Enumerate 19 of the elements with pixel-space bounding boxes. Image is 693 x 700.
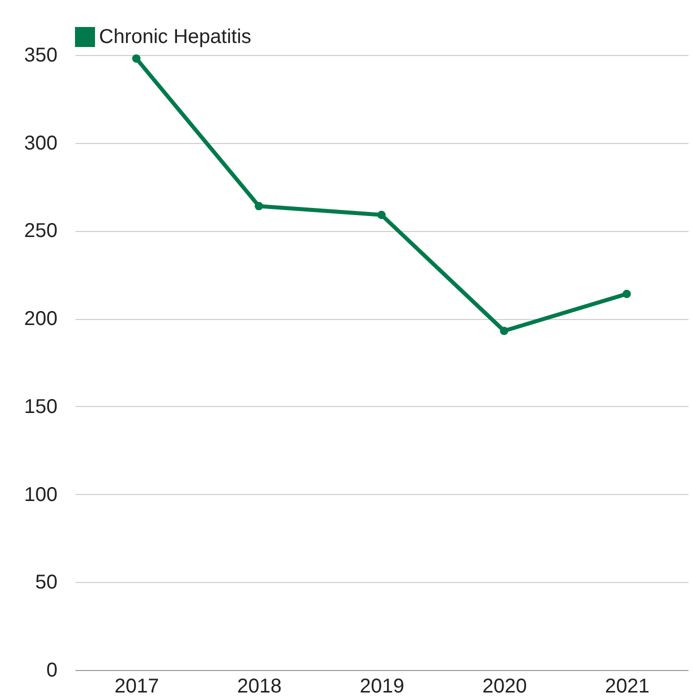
y-tick-label: 0 xyxy=(46,660,58,682)
y-tick-label: 350 xyxy=(24,44,58,66)
y-tick-label: 100 xyxy=(24,484,58,506)
y-tick-label: 50 xyxy=(35,572,58,594)
legend-label: Chronic Hepatitis xyxy=(99,26,252,48)
point xyxy=(254,202,264,210)
point xyxy=(500,326,508,336)
y-tick-label: 300 xyxy=(24,132,58,154)
x-tick-label: 2017 xyxy=(114,676,160,698)
y-tick-label: 200 xyxy=(24,308,58,330)
x-tick-label: 2021 xyxy=(604,676,650,698)
x-tick-label: 2020 xyxy=(482,676,527,698)
point xyxy=(132,54,140,63)
point xyxy=(622,290,631,298)
x-tick-label: 2019 xyxy=(360,676,404,698)
y-tick-label: 150 xyxy=(24,396,58,418)
x-tick-label: 2018 xyxy=(237,676,282,698)
point xyxy=(377,210,386,220)
y-tick-label: 250 xyxy=(24,220,58,242)
